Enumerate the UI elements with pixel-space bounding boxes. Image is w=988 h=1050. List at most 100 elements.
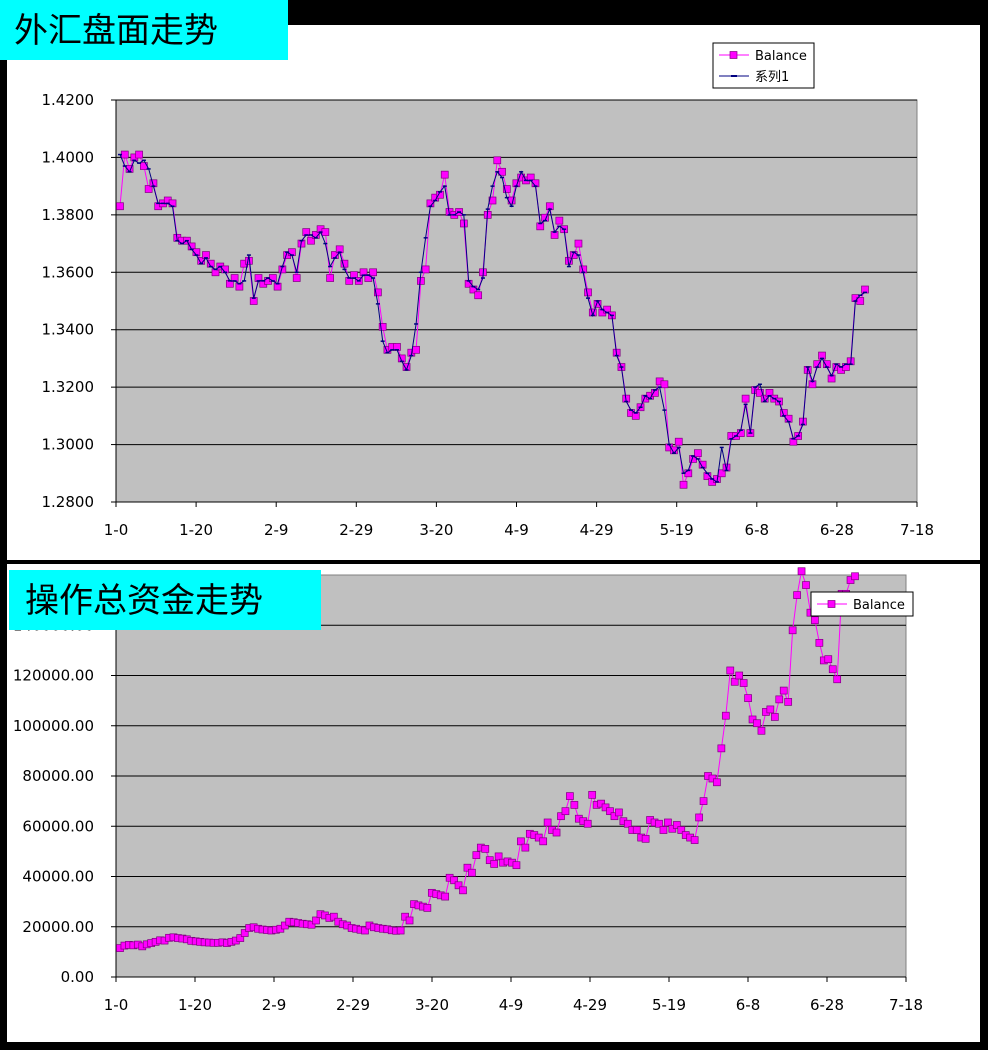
x-tick-label: 2-29 [336, 996, 370, 1014]
legend-label: Balance [755, 49, 807, 64]
data-point [756, 389, 764, 397]
data-point [659, 826, 668, 834]
data-point [833, 675, 842, 684]
data-point [721, 711, 730, 720]
x-tick-label: 4-29 [573, 996, 607, 1014]
data-point [574, 239, 583, 248]
data-point [811, 616, 819, 625]
data-point [741, 394, 750, 403]
data-point [340, 259, 349, 268]
data-point [405, 916, 414, 925]
y-tick-label: 20000.00 [22, 918, 94, 936]
data-point [240, 929, 249, 937]
data-point [694, 449, 702, 458]
data-point [632, 826, 641, 834]
y-tick-label: 40000.00 [22, 868, 94, 886]
data-point [521, 843, 530, 852]
data-point [468, 868, 476, 877]
data-point [369, 268, 377, 277]
legend-label: 系列1 [755, 70, 789, 85]
y-tick-label: 1.2800 [42, 493, 95, 511]
price-chart-title: 外汇盘面走势 [14, 11, 218, 51]
data-point [378, 322, 387, 331]
data-point [679, 480, 688, 489]
data-point [512, 861, 521, 870]
data-point [797, 567, 806, 576]
data-point [329, 912, 338, 921]
data-point [606, 807, 614, 816]
data-point [824, 655, 833, 664]
data-point [588, 790, 597, 799]
balance-chart-title: 操作总资金走势 [25, 581, 263, 621]
data-point [726, 666, 735, 675]
data-point [695, 813, 703, 822]
data-point [555, 216, 564, 225]
x-tick-label: 7-18 [900, 521, 934, 539]
plot-area [115, 99, 918, 503]
data-point [472, 851, 481, 859]
data-point [517, 837, 525, 846]
legend-box [712, 42, 815, 89]
y-tick-label: 100000.00 [13, 717, 94, 735]
data-point [552, 828, 561, 837]
y-tick-label: 1.4000 [42, 148, 95, 166]
data-point [474, 291, 483, 300]
x-tick-label: 3-20 [419, 521, 453, 539]
legend-marker [729, 51, 738, 59]
data-point [677, 826, 686, 834]
y-tick-label: 1.3600 [42, 263, 95, 281]
data-point [775, 695, 784, 704]
data-point [374, 288, 382, 297]
y-tick-label: 1.3200 [42, 378, 95, 396]
data-point [396, 926, 405, 935]
data-point [292, 274, 301, 282]
x-tick-label: 4-9 [499, 996, 524, 1014]
data-point [116, 202, 124, 211]
data-point [851, 572, 859, 581]
x-tick-label: 2-9 [262, 996, 287, 1014]
data-point [664, 818, 672, 827]
data-point [539, 837, 548, 846]
data-point [450, 876, 458, 885]
x-tick-label: 1-20 [179, 521, 213, 539]
y-tick-label: 1.3400 [42, 321, 95, 339]
data-point [543, 818, 552, 827]
x-tick-label: 6-8 [736, 996, 761, 1014]
data-point [779, 686, 788, 695]
data-point [561, 807, 570, 816]
data-point [494, 852, 503, 861]
x-tick-label: 3-20 [415, 996, 449, 1014]
data-point [753, 719, 761, 728]
data-point [421, 265, 430, 274]
data-point [440, 170, 449, 179]
legend-marker [827, 600, 836, 608]
data-point [493, 156, 502, 165]
data-point [784, 698, 793, 706]
y-tick-label: 0.00 [61, 968, 94, 986]
data-point [623, 819, 632, 828]
x-tick-label: 2-9 [264, 521, 289, 539]
data-point [730, 677, 739, 686]
data-point [144, 185, 153, 193]
data-point [815, 638, 824, 647]
data-point [557, 812, 565, 821]
legend-label: Balance [853, 598, 905, 613]
data-point [583, 819, 592, 828]
x-tick-label: 4-29 [580, 521, 614, 539]
data-point [802, 581, 810, 589]
data-point [307, 236, 315, 245]
data-point [788, 626, 797, 635]
data-point [481, 845, 490, 853]
data-point [570, 801, 579, 809]
data-point [735, 671, 744, 680]
data-point [490, 860, 499, 868]
data-point [307, 920, 316, 929]
price-chart-title-box: 外汇盘面走势 [0, 0, 288, 60]
x-tick-label: 1-20 [178, 996, 212, 1014]
data-point [793, 591, 801, 599]
data-point [615, 808, 623, 817]
data-point [757, 726, 766, 735]
data-point [766, 705, 775, 714]
data-point [674, 437, 683, 446]
data-point [454, 881, 463, 890]
